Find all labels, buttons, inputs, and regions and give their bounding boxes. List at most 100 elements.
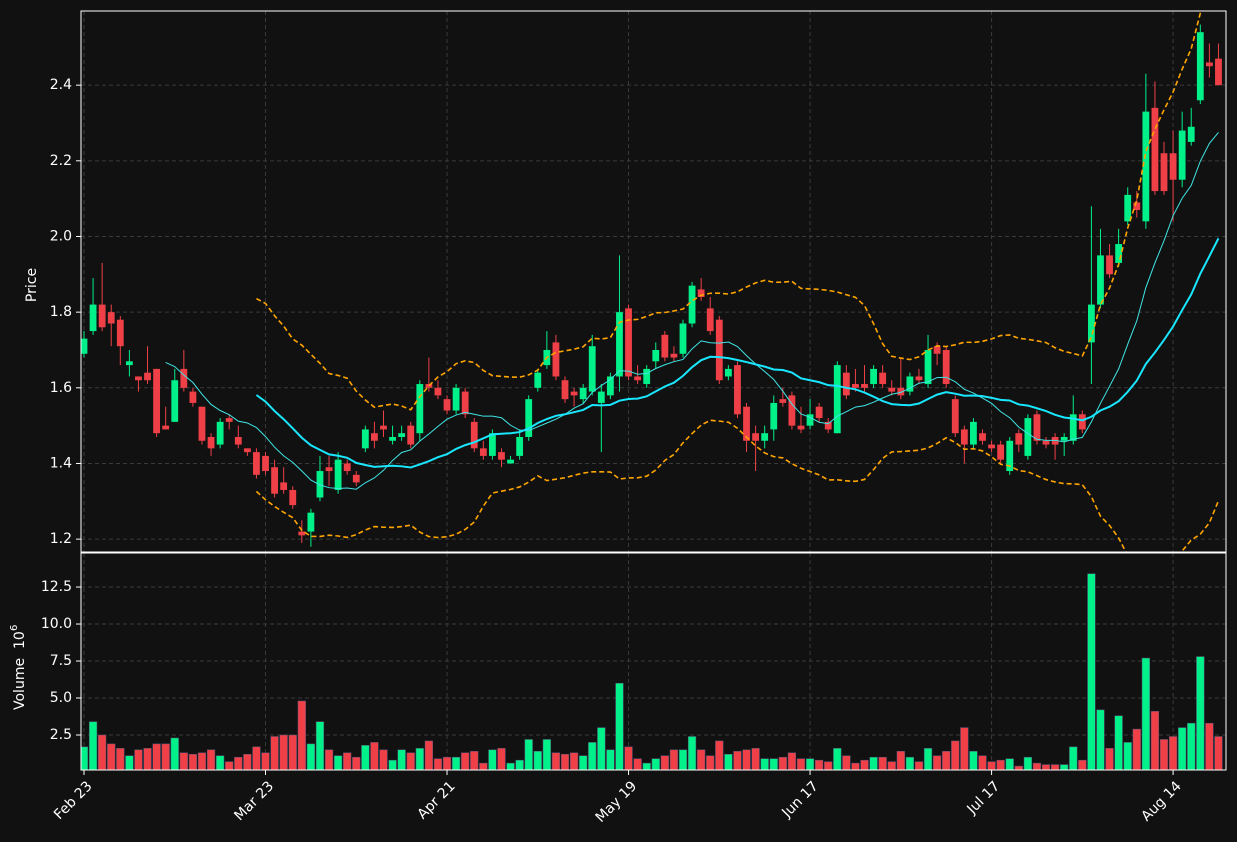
candle-body (1178, 130, 1186, 180)
candle-body (498, 452, 505, 460)
candle-body (416, 384, 424, 434)
volume-bar (733, 751, 742, 770)
y-tick-label: 1.4 (50, 455, 72, 471)
y-tick-label: 2.2 (50, 153, 72, 169)
candle-body (724, 368, 732, 377)
candle-body (1151, 107, 1159, 192)
candle-body (1215, 58, 1222, 86)
candle-body (243, 448, 251, 453)
volume-bar (833, 748, 842, 770)
candle-body (307, 512, 315, 532)
volume-bar (234, 756, 243, 770)
volume-bar (388, 759, 397, 770)
volume-bar (887, 761, 896, 770)
volume-offset-base: 10 (12, 631, 28, 649)
price-frame (80, 10, 1227, 553)
volume-bar (651, 758, 660, 770)
y-tick-label: 12.5 (41, 579, 72, 595)
candle-body (861, 384, 868, 388)
candle-body (1187, 126, 1195, 142)
x-tick-label: Mar 23 (231, 778, 277, 824)
candle-body (198, 406, 206, 441)
candle-body (1106, 255, 1113, 275)
volume-bar (1150, 711, 1160, 770)
volume-bar (687, 736, 697, 770)
volume-bar (560, 753, 570, 770)
candle-body (852, 384, 859, 388)
candle-body (107, 312, 115, 324)
candle-body (434, 387, 442, 396)
candle-body (734, 365, 741, 415)
volume-bar (415, 748, 424, 770)
candle-body (316, 471, 324, 498)
volume-bar (969, 751, 978, 770)
candle-body (715, 319, 723, 381)
volume-bar (406, 752, 415, 770)
volume-bar (451, 756, 461, 770)
volume-bar (851, 762, 860, 770)
volume-bar (506, 762, 515, 770)
candle-body (906, 376, 914, 392)
volume-bar (243, 753, 252, 770)
candle-body (470, 421, 478, 449)
volume-bar (161, 743, 170, 770)
volume-bar (397, 749, 406, 770)
y-tick-label: 1.6 (50, 380, 72, 396)
candle-body (1142, 111, 1150, 222)
volume-bar (488, 749, 497, 770)
volume-bar (1196, 656, 1205, 770)
grid-layer (81, 11, 1226, 770)
volume-bar (615, 682, 624, 770)
candle-body (1060, 436, 1068, 441)
candle-body (842, 372, 850, 396)
candle-body (398, 433, 406, 437)
candle-body (752, 433, 760, 441)
candle-body (915, 376, 923, 381)
volume-bar (1050, 764, 1060, 770)
candle-body (561, 380, 569, 400)
y-tick-label: 1.8 (50, 304, 72, 320)
candle-body (89, 304, 97, 332)
candle-body (1124, 194, 1132, 222)
volume-bar (1214, 736, 1223, 770)
candle-body (597, 391, 605, 403)
candle-body (234, 436, 242, 445)
volume-bar (706, 755, 715, 770)
candle-body (225, 418, 233, 422)
candle-body (997, 444, 1005, 460)
bollinger-upper (256, 11, 1203, 411)
volume-bar (361, 745, 370, 770)
volume-bar (869, 756, 878, 770)
volume-bar (270, 736, 279, 770)
volume-bar (170, 737, 179, 770)
volume-bar (987, 761, 996, 770)
volume-bar (1178, 727, 1187, 770)
volume-bar (669, 749, 679, 770)
candle-body (253, 452, 260, 475)
candle-body (343, 463, 351, 472)
volume-bar (996, 759, 1005, 770)
volume-bar (1041, 764, 1051, 770)
volume-bar (206, 749, 216, 770)
volume-bar (470, 751, 479, 770)
candle-body (1015, 433, 1023, 445)
candle-body (933, 346, 941, 354)
volume-bar (1032, 762, 1042, 770)
candle-body (797, 425, 805, 430)
candle-body (180, 368, 188, 388)
y-tick-label: 10.0 (41, 616, 72, 632)
volume-bar (824, 761, 833, 770)
candle-body (643, 368, 651, 385)
volume-bar (778, 756, 787, 770)
volume-bar (88, 721, 98, 770)
volume-bar (606, 749, 615, 770)
candle-body (162, 425, 170, 430)
volume-bar (143, 748, 152, 770)
volume-axis-label: Volume (12, 658, 28, 710)
candle-body (216, 421, 224, 445)
volume-bar (424, 740, 433, 770)
volume-bar (569, 752, 579, 770)
volume-bar (1069, 746, 1078, 770)
candle-body (652, 349, 660, 362)
candle-body (135, 376, 142, 381)
